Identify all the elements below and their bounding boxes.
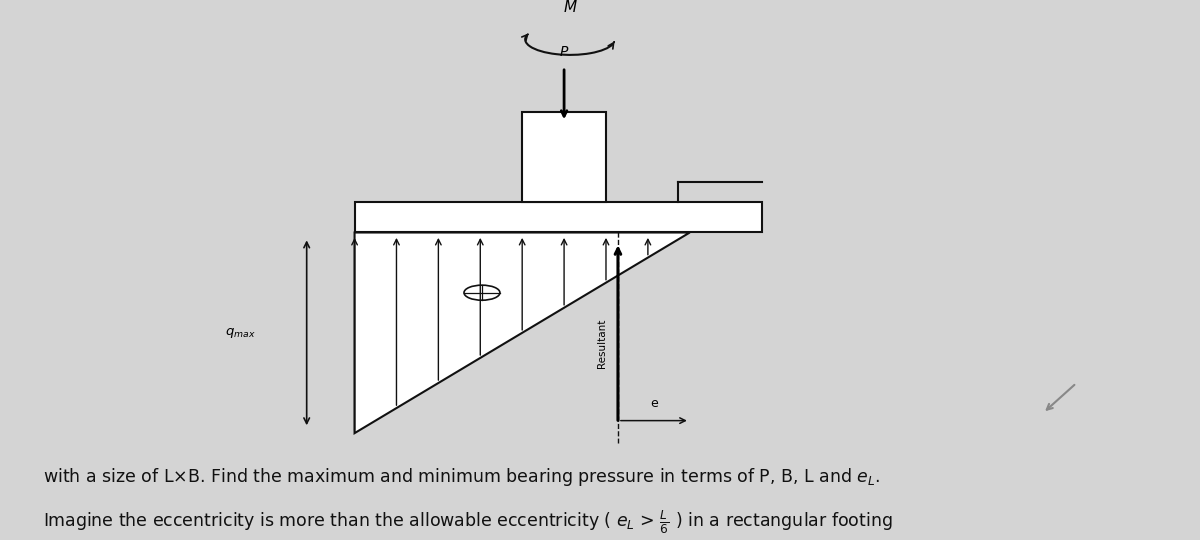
Text: Resultant: Resultant — [598, 318, 607, 368]
Polygon shape — [522, 112, 606, 202]
Text: Imagine the eccentricity is more than the allowable eccentricity ( $e_L$ > $\fra: Imagine the eccentricity is more than th… — [43, 508, 893, 536]
Polygon shape — [354, 202, 762, 233]
Text: M: M — [564, 1, 577, 15]
Text: P: P — [560, 45, 569, 59]
Polygon shape — [354, 233, 690, 433]
Text: with a size of L$\times$B. Find the maximum and minimum bearing pressure in term: with a size of L$\times$B. Find the maxi… — [43, 466, 881, 488]
Text: $q_{max}$: $q_{max}$ — [226, 326, 256, 340]
Text: e: e — [650, 396, 658, 409]
